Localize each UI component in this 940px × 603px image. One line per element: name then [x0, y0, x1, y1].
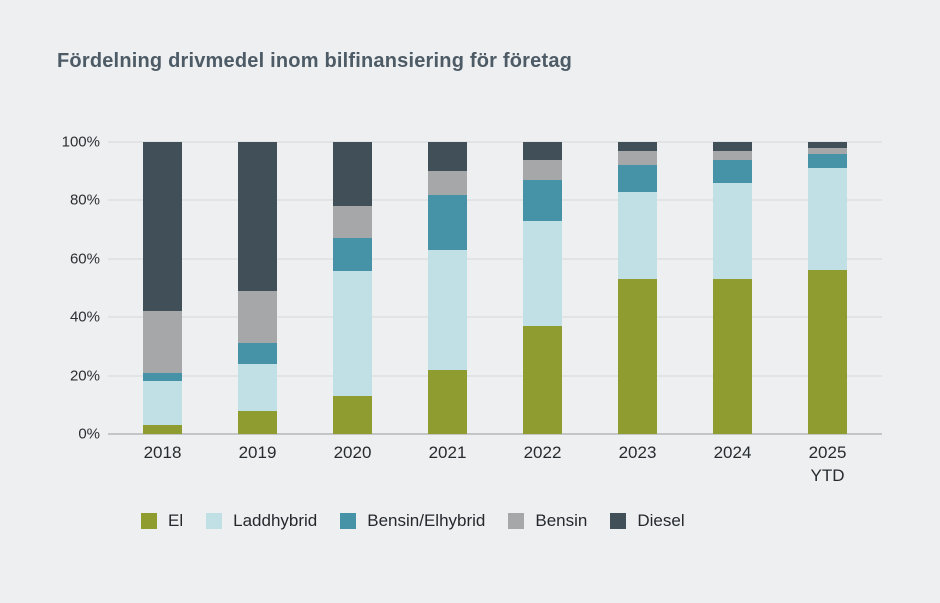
bar-segment-2025-laddhybrid: [808, 168, 847, 271]
bars-group: 2018 2019 2020 2021 2022 2023 2024 2025 YTD: [108, 142, 882, 485]
gridline-60: [108, 258, 882, 260]
bar-segment-2025-bensin: [808, 147, 847, 154]
bar-segment-2020-bensin: [333, 206, 372, 239]
x-tick-label-2021: 2021: [388, 441, 508, 464]
legend-label: Laddhybrid: [233, 511, 318, 530]
legend-label: Diesel: [637, 511, 685, 530]
bar-2023: 2023: [618, 142, 657, 462]
x-tick-year: 2023: [618, 443, 657, 462]
bar-segment-2025-bensin-elhybrid: [808, 153, 847, 169]
bar-segment-2024-el: [713, 279, 752, 434]
bar-2025: 2025 YTD: [808, 142, 847, 485]
legend-label: Bensin/Elhybrid: [367, 511, 486, 530]
bar-segment-2024-laddhybrid: [713, 182, 752, 280]
gridline-0: [108, 433, 882, 435]
bar-2020: 2020: [333, 142, 372, 462]
legend-item-el: El: [141, 511, 183, 531]
x-tick-label-2023: 2023: [578, 441, 698, 464]
bar-segment-2024-diesel: [713, 142, 752, 151]
bar-segment-2023-laddhybrid: [618, 191, 657, 280]
x-tick-label-2018: 2018: [103, 441, 223, 464]
x-tick-year: 2020: [333, 443, 372, 462]
legend-swatch-icon: [340, 513, 357, 529]
x-tick-sublabel: YTD: [810, 466, 845, 485]
legend-swatch-icon: [610, 513, 627, 529]
bar-segment-2018-el: [143, 425, 182, 434]
bar-segment-2021-bensin: [428, 171, 467, 195]
x-tick-year: 2018: [143, 443, 182, 462]
bar-segment-2020-laddhybrid: [333, 270, 372, 397]
bar-2019: 2019: [238, 142, 277, 462]
bar-segment-2018-diesel: [143, 142, 182, 312]
bar-segment-2018-bensin-elhybrid: [143, 372, 182, 382]
legend-label: Bensin: [535, 511, 588, 530]
plot-area: 2018 2019 2020 2021 2022 2023 2024 2025 YTD: [108, 141, 882, 485]
gridline-100: [108, 141, 882, 143]
bar-segment-2021-laddhybrid: [428, 250, 467, 370]
legend-label: El: [168, 511, 184, 530]
bar-segment-2022-bensin: [523, 159, 562, 180]
bar-segment-2023-diesel: [618, 142, 657, 151]
bar-segment-2019-el: [238, 410, 277, 434]
legend-item-diesel: Diesel: [610, 511, 685, 531]
bar-segment-2023-bensin-elhybrid: [618, 165, 657, 192]
bar-segment-2019-bensin: [238, 290, 277, 344]
bar-segment-2019-laddhybrid: [238, 363, 277, 411]
gridline-80: [108, 199, 882, 201]
x-tick-year: 2025: [808, 443, 847, 462]
gridline-40: [108, 316, 882, 318]
bar-segment-2020-el: [333, 396, 372, 434]
y-tick-label-80: 80%: [69, 191, 100, 209]
y-tick-label-20: 20%: [69, 367, 100, 385]
bar-segment-2025-diesel: [808, 142, 847, 148]
bar-segment-2024-bensin: [713, 150, 752, 160]
bar-segment-2021-diesel: [428, 142, 467, 172]
bar-segment-2022-diesel: [523, 142, 562, 160]
x-tick-label-2020: 2020: [293, 441, 413, 464]
y-tick-label-40: 40%: [69, 308, 100, 326]
x-tick-year: 2021: [428, 443, 467, 462]
bar-2024: 2024: [713, 142, 752, 462]
y-tick-label-0: 0%: [78, 425, 100, 443]
chart-title: Fördelning drivmedel inom bilfinansierin…: [57, 50, 573, 72]
legend-item-laddhybrid: Laddhybrid: [206, 511, 317, 531]
x-tick-year: 2019: [238, 443, 277, 462]
bar-2022: 2022: [523, 142, 562, 462]
bar-2018: 2018: [143, 142, 182, 462]
bar-segment-2018-laddhybrid: [143, 381, 182, 426]
bar-segment-2023-bensin: [618, 150, 657, 166]
y-tick-label-100: 100%: [61, 133, 100, 151]
bar-2021: 2021: [428, 142, 467, 462]
legend-swatch-icon: [508, 513, 525, 529]
y-axis-labels: 0% 20% 40% 60% 80% 100%: [55, 134, 100, 443]
x-tick-label-2025: 2025 YTD: [768, 441, 888, 487]
legend-swatch-icon: [141, 513, 157, 529]
bar-segment-2024-bensin-elhybrid: [713, 159, 752, 183]
bar-segment-2022-bensin-elhybrid: [523, 179, 562, 221]
y-tick-label-60: 60%: [69, 250, 100, 268]
bar-segment-2021-bensin-elhybrid: [428, 194, 467, 251]
x-tick-label-2024: 2024: [673, 441, 793, 464]
bar-segment-2022-laddhybrid: [523, 220, 562, 326]
bar-segment-2018-bensin: [143, 311, 182, 373]
x-tick-label-2022: 2022: [483, 441, 603, 464]
bar-segment-2020-diesel: [333, 142, 372, 207]
legend-swatch-icon: [206, 513, 223, 529]
x-tick-year: 2022: [523, 443, 562, 462]
bar-segment-2023-el: [618, 279, 657, 434]
bar-segment-2021-el: [428, 369, 467, 434]
bar-segment-2025-el: [808, 270, 847, 434]
gridline-20: [108, 375, 882, 377]
bar-segment-2019-diesel: [238, 142, 277, 291]
legend-item-bensin: Bensin: [508, 511, 587, 531]
bar-segment-2022-el: [523, 325, 562, 434]
bar-segment-2020-bensin-elhybrid: [333, 238, 372, 271]
x-tick-label-2019: 2019: [198, 441, 318, 464]
x-tick-year: 2024: [713, 443, 752, 462]
legend: El Laddhybrid Bensin/Elhybrid Bensin Diesel: [141, 511, 685, 531]
legend-item-bensin-elhybrid: Bensin/Elhybrid: [340, 511, 485, 531]
bar-segment-2019-bensin-elhybrid: [238, 343, 277, 364]
